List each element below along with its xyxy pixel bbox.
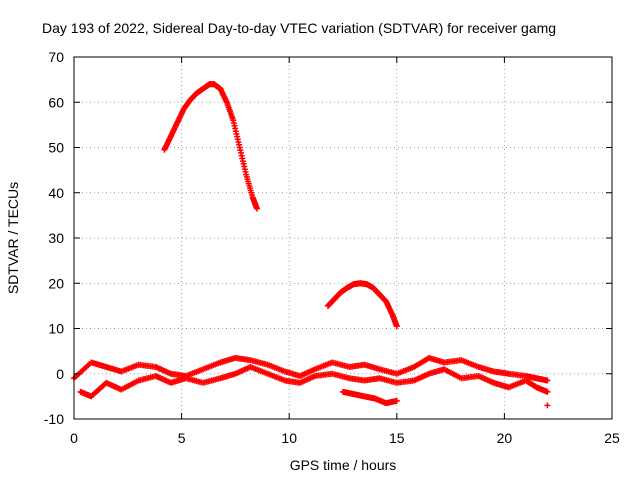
data-point-arc-dip	[393, 397, 400, 404]
data-point-band-upper	[544, 377, 551, 384]
x-tick-label: 20	[497, 430, 513, 446]
x-tick-label: 5	[178, 430, 186, 446]
y-tick-label: 40	[48, 185, 64, 201]
data-point-isolated	[544, 402, 551, 409]
data-points	[71, 81, 551, 409]
x-tick-label: 0	[70, 430, 78, 446]
data-point-arc-high	[253, 205, 260, 212]
chart-title: Day 193 of 2022, Sidereal Day-to-day VTE…	[42, 20, 556, 36]
y-axis-label: SDTVAR / TECUs	[5, 182, 21, 294]
y-tick-label: 60	[48, 94, 64, 110]
data-point-arc-mid	[393, 323, 400, 330]
x-tick-label: 15	[389, 430, 405, 446]
x-tick-label: 10	[281, 430, 297, 446]
y-tick-label: 10	[48, 321, 64, 337]
axis-ticks: 0 5 10 15 20 25 -10 0 10 20 30 40 50 60 70	[44, 49, 620, 446]
y-tick-label: 30	[48, 230, 64, 246]
data-point-band-lower	[544, 388, 551, 395]
y-tick-label: -10	[44, 411, 64, 427]
x-tick-label: 25	[604, 430, 620, 446]
y-tick-label: 70	[48, 49, 64, 65]
y-tick-label: 20	[48, 275, 64, 291]
y-tick-label: 0	[56, 366, 64, 382]
y-tick-label: 50	[48, 140, 64, 156]
x-axis-label: GPS time / hours	[290, 457, 397, 473]
